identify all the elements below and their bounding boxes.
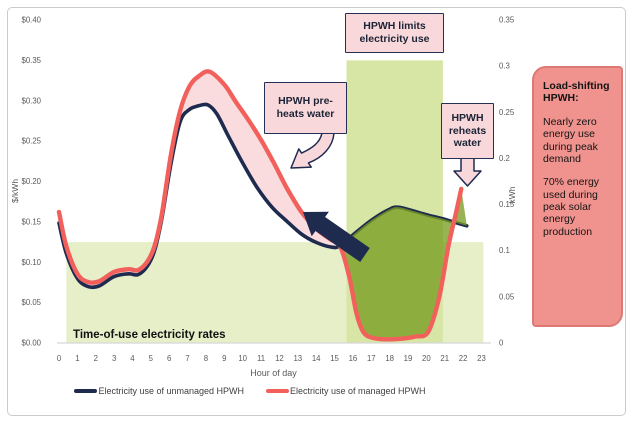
x-tick-label: 1 xyxy=(75,354,79,363)
x-tick-label: 12 xyxy=(275,354,284,363)
load-shift-arrow xyxy=(303,211,370,262)
y-right-tick-label: 0.15 xyxy=(499,200,515,209)
managed-line-swatch xyxy=(266,388,289,394)
tou-rates-label: Time-of-use electricity rates xyxy=(73,329,226,341)
legend-label-unmanaged: Electricity use of unmanaged HPWH xyxy=(98,386,244,396)
preheats-callout-box: HPWH pre-heats water xyxy=(264,82,347,134)
x-tick-label: 17 xyxy=(367,354,376,363)
x-tick-label: 3 xyxy=(112,354,116,363)
x-tick-label: 23 xyxy=(477,354,486,363)
y-left-tick-label: $0.25 xyxy=(21,137,41,146)
preheats-arrow xyxy=(290,132,335,169)
x-tick-label: 4 xyxy=(130,354,135,363)
y-right-axis-title: kWh xyxy=(507,186,517,204)
solar-shift-fill xyxy=(340,188,467,340)
y-left-tick-label: $0.35 xyxy=(21,56,41,65)
x-axis-title: Hour of day xyxy=(250,368,297,378)
y-right-tick-label: 0.3 xyxy=(499,62,510,71)
x-tick-label: 11 xyxy=(257,354,265,363)
y-right-tick-label: 0.35 xyxy=(499,16,515,25)
y-left-axis-title: $/kWh xyxy=(10,178,20,204)
legend-item-managed: Electricity use of managed HPWH xyxy=(266,386,426,396)
y-left-tick-label: $0.00 xyxy=(21,339,41,348)
sidebar-paragraph-2: 70% energy used during peak solar energy… xyxy=(543,176,600,238)
y-right-tick-label: 0.2 xyxy=(499,154,510,163)
y-right-tick-label: 0 xyxy=(499,339,504,348)
x-tick-label: 15 xyxy=(330,354,339,363)
y-left-tick-label: $0.05 xyxy=(21,298,41,307)
y-right-tick-label: 0.1 xyxy=(499,246,510,255)
offpeak-rate-area xyxy=(66,242,347,343)
y-left-tick-label: $0.15 xyxy=(21,217,41,226)
reheats-arrow xyxy=(453,156,482,187)
x-tick-label: 10 xyxy=(238,354,247,363)
x-tick-label: 0 xyxy=(57,354,62,363)
y-left-tick-label: $0.10 xyxy=(21,258,41,267)
x-tick-label: 21 xyxy=(440,354,449,363)
managed-series-line xyxy=(56,69,464,342)
x-tick-label: 16 xyxy=(349,354,358,363)
sidebar-heading: Load-shifting HPWH: xyxy=(543,80,610,105)
x-tick-label: 20 xyxy=(422,354,431,363)
legend-item-unmanaged: Electricity use of unmanaged HPWH xyxy=(74,386,244,396)
x-tick-label: 18 xyxy=(385,354,394,363)
figure-border xyxy=(7,7,626,416)
unmanaged-line-swatch xyxy=(74,388,98,394)
offpeak-rate-area xyxy=(442,242,484,343)
x-tick-label: 2 xyxy=(94,354,98,363)
x-tick-label: 22 xyxy=(459,354,468,363)
sidebar-paragraph-1: Nearly zero energy use during peak deman… xyxy=(543,115,598,165)
y-right-tick-label: 0.25 xyxy=(499,108,515,117)
x-tick-label: 14 xyxy=(312,354,321,363)
load-shifting-callout: Load-shifting HPWH: Nearly zero energy u… xyxy=(532,66,623,327)
reheats-callout-box: HPWH reheats water xyxy=(441,103,494,159)
x-tick-label: 8 xyxy=(204,354,208,363)
limits-callout-box: HPWH limits electricity use xyxy=(345,13,444,53)
x-tick-label: 6 xyxy=(167,354,171,363)
x-tick-label: 7 xyxy=(185,354,189,363)
y-right-tick-label: 0.05 xyxy=(499,292,515,301)
x-tick-label: 19 xyxy=(404,354,413,363)
x-tick-label: 13 xyxy=(293,354,302,363)
y-left-tick-label: $0.30 xyxy=(21,96,41,105)
x-tick-label: 9 xyxy=(222,354,226,363)
y-left-tick-label: $0.40 xyxy=(21,16,41,25)
legend-label-managed: Electricity use of managed HPWH xyxy=(290,386,426,396)
x-tick-label: 5 xyxy=(149,354,154,363)
legend: Electricity use of unmanaged HPWH Electr… xyxy=(50,386,450,396)
y-left-tick-label: $0.20 xyxy=(21,177,41,186)
